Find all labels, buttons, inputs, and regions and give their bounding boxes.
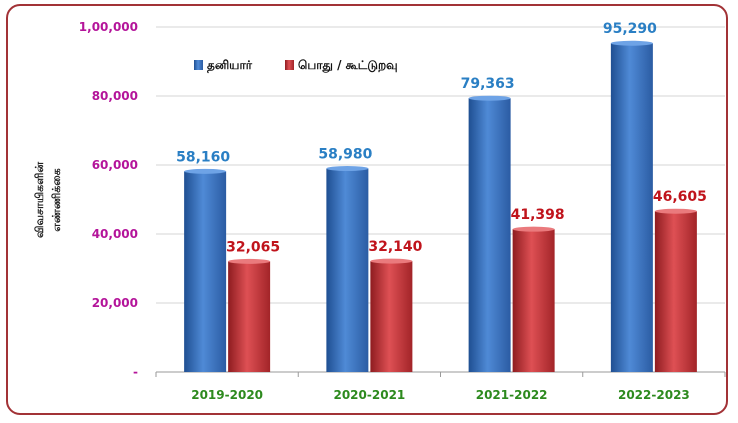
bar-public bbox=[512, 229, 555, 372]
legend-label-private: தனியார் bbox=[207, 58, 253, 73]
data-label-private: 79,363 bbox=[461, 76, 515, 92]
data-label-private: 58,160 bbox=[176, 149, 230, 165]
data-label-private: 95,290 bbox=[603, 21, 657, 37]
bar-cap bbox=[512, 226, 555, 232]
legend-swatch-private bbox=[194, 60, 203, 70]
y-tick-label: - bbox=[133, 365, 138, 379]
x-tick-label: 2022-2023 bbox=[618, 388, 690, 402]
x-tick-label: 2020-2021 bbox=[333, 388, 405, 402]
bar-private bbox=[184, 171, 227, 372]
bar-cap bbox=[468, 95, 511, 101]
x-tick-label: 2019-2020 bbox=[191, 388, 263, 402]
legend-label-public: பொது / கூட்டுறவு bbox=[298, 58, 398, 73]
bar-cap bbox=[610, 40, 653, 46]
data-label-public: 32,140 bbox=[368, 239, 422, 255]
bar-cap bbox=[184, 168, 227, 174]
bar-public bbox=[654, 211, 697, 372]
y-tick-label: 20,000 bbox=[92, 296, 138, 310]
y-tick-label: 80,000 bbox=[92, 89, 138, 103]
bar-private bbox=[326, 168, 369, 372]
bar-public bbox=[370, 261, 413, 372]
data-label-private: 58,980 bbox=[318, 147, 372, 163]
data-label-public: 41,398 bbox=[511, 207, 565, 223]
x-tick-label: 2021-2022 bbox=[476, 388, 548, 402]
bar-cap bbox=[228, 258, 271, 264]
y-axis-label-line-2: எண்ணிக்கை bbox=[50, 168, 63, 231]
data-label-public: 32,065 bbox=[226, 239, 280, 255]
y-tick-label: 60,000 bbox=[92, 158, 138, 172]
data-label-public: 46,605 bbox=[653, 189, 707, 205]
legend-swatch-public bbox=[285, 60, 294, 70]
legend: தனியார் பொது / கூட்டுறவு bbox=[194, 58, 398, 73]
y-axis-label-line-1: விவசாயிகளின் bbox=[33, 162, 46, 238]
bar-private bbox=[610, 43, 653, 372]
bar-cap bbox=[326, 166, 369, 172]
bar-private bbox=[468, 98, 511, 373]
bar-public bbox=[228, 261, 271, 372]
y-tick-label: 1,00,000 bbox=[79, 20, 138, 34]
bar-cap bbox=[370, 258, 413, 264]
y-tick-label: 40,000 bbox=[92, 227, 138, 241]
bar-cap bbox=[654, 208, 697, 214]
